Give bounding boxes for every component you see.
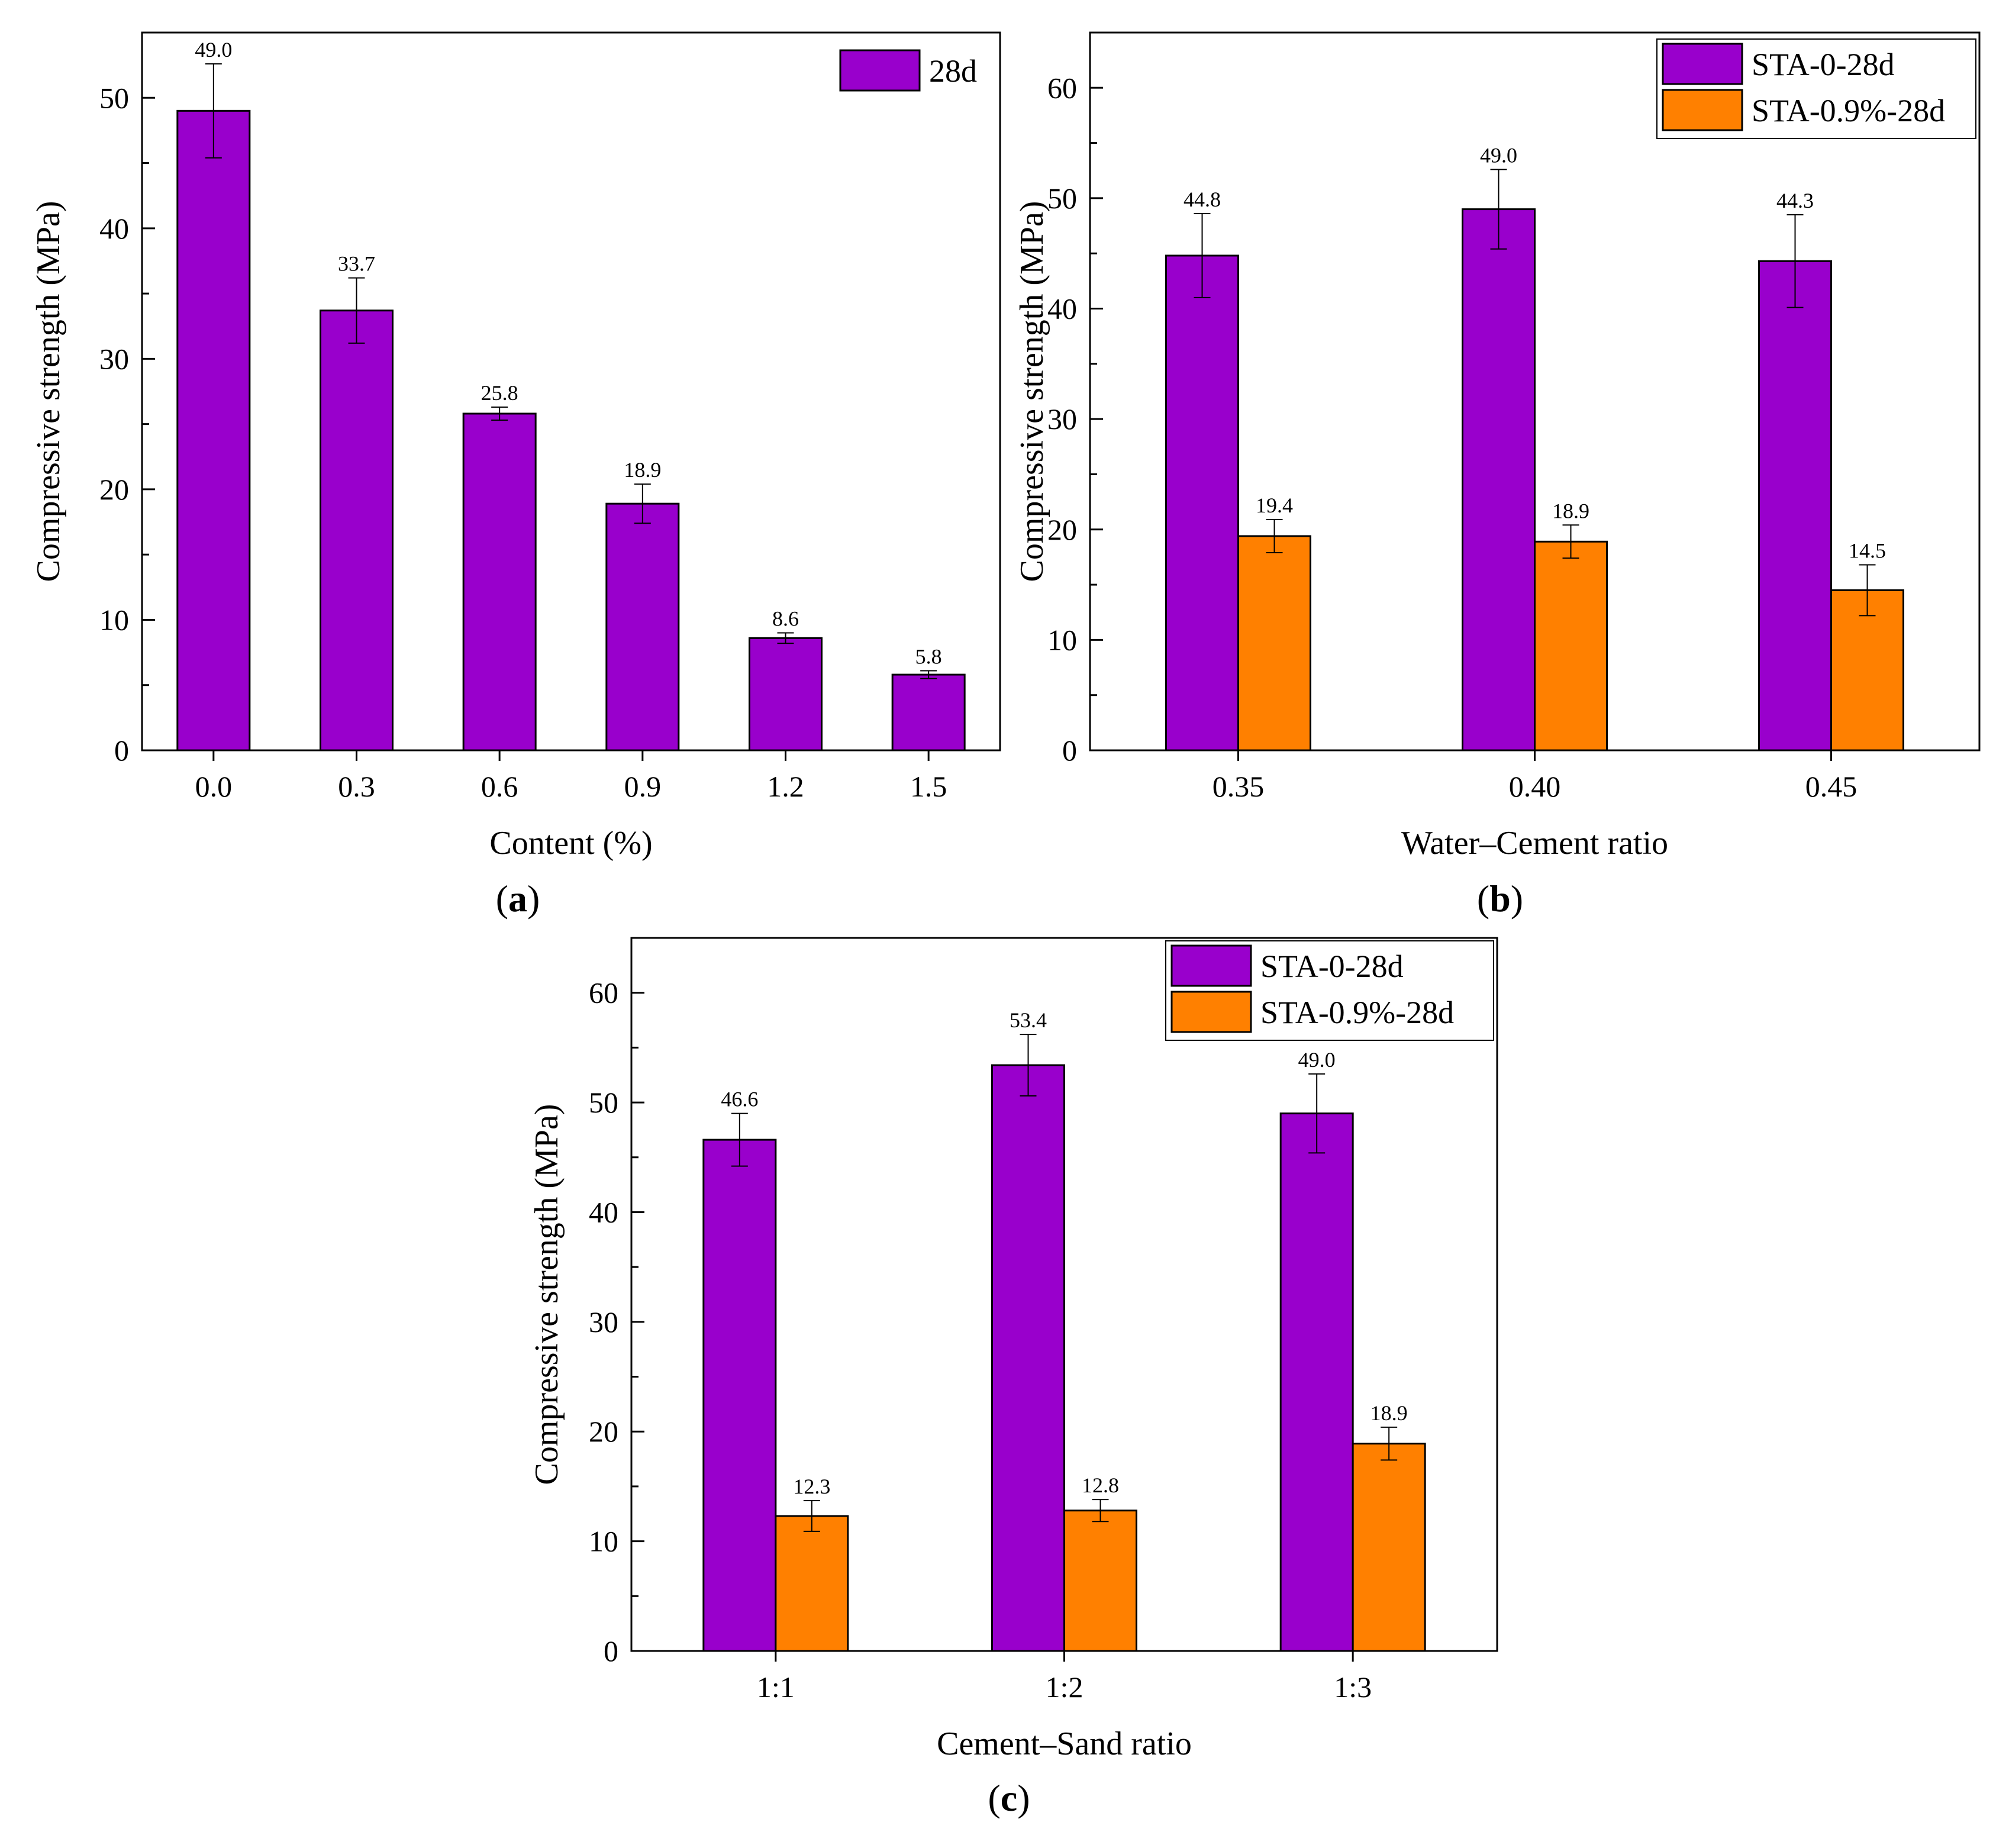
legend-swatch	[1170, 944, 1252, 987]
data-label: 33.7	[338, 252, 375, 276]
data-label: 49.0	[195, 38, 232, 62]
y-tick-label: 10	[589, 1525, 618, 1558]
legend-label: STA-0-28d	[1752, 47, 1895, 82]
data-label: 44.8	[1184, 188, 1221, 211]
bar-STA-0.9%-28d	[1830, 589, 1904, 752]
data-label: 18.9	[624, 458, 661, 482]
y-axis-title: Compressive strength (MPa)	[30, 201, 67, 582]
y-tick-label: 50	[589, 1086, 618, 1119]
legend-swatch	[1170, 991, 1252, 1033]
x-tick-label: 0.6	[481, 770, 518, 803]
x-tick-label: 1.2	[767, 770, 804, 803]
panel-label: (b)	[1477, 878, 1523, 920]
chart-panel-b: 0 10 20 30 40 50 60 0.35 0.40 0.45 44.8 49.0 44.3 19.…	[1014, 31, 1981, 920]
bar-STA-0-28d	[702, 1139, 777, 1652]
y-axis-title: Compressive strength (MPa)	[528, 1104, 565, 1485]
data-label: 46.6	[721, 1088, 758, 1111]
panel-label: (c)	[988, 1777, 1030, 1819]
data-label: 19.4	[1256, 494, 1293, 517]
legend-label: STA-0.9%-28d	[1752, 93, 1945, 128]
y-tick-label: 20	[589, 1415, 618, 1448]
legend-label: STA-0-28d	[1260, 949, 1404, 984]
bar-STA-0.9%-28d	[1063, 1510, 1137, 1652]
bar-STA-0-28d	[1462, 208, 1536, 752]
x-tick-label: 0.0	[195, 770, 233, 803]
legend-swatch	[1662, 43, 1743, 85]
x-tick-label: 0.9	[624, 770, 662, 803]
y-tick-label: 0	[114, 734, 129, 767]
y-tick-label: 30	[1047, 402, 1077, 436]
y-tick-label: 0	[1062, 734, 1077, 767]
y-tick-label: 0	[604, 1634, 618, 1668]
x-tick-label: 1.5	[910, 770, 947, 803]
bar-STA-0.9%-28d	[1237, 535, 1311, 752]
legend-swatch	[1662, 89, 1743, 131]
bar-STA-0-28d	[991, 1064, 1065, 1652]
bar-28d	[176, 109, 251, 752]
chart-panel-a: 0 10 20 30 40 50 0.0 0.3 0.6 0.9 1.2 1.5 49.0 33.7 25.…	[30, 31, 1001, 920]
bar-STA-0.9%-28d	[1352, 1443, 1426, 1652]
bar-28d	[605, 502, 680, 752]
y-tick-label: 60	[589, 976, 618, 1010]
y-axis-title: Compressive strength (MPa)	[1014, 201, 1050, 582]
y-tick-label: 50	[99, 81, 129, 114]
legend-label: 28d	[929, 53, 977, 89]
y-tick-label: 10	[1047, 623, 1077, 656]
bar-STA-0-28d	[1758, 260, 1832, 752]
y-tick-label: 20	[1047, 513, 1077, 546]
data-label: 8.6	[772, 607, 799, 631]
bar-STA-0.9%-28d	[1534, 540, 1608, 752]
y-tick-label: 30	[589, 1305, 618, 1339]
data-label: 5.8	[915, 644, 942, 668]
y-tick-label: 20	[99, 473, 129, 506]
data-label: 53.4	[1010, 1008, 1047, 1032]
y-tick-label: 60	[1047, 71, 1077, 104]
x-tick-label: 1:1	[757, 1670, 795, 1704]
data-label: 49.0	[1298, 1048, 1336, 1072]
data-label: 12.8	[1082, 1473, 1119, 1497]
legend-box	[1656, 38, 1976, 139]
x-tick-label: 1:3	[1334, 1670, 1372, 1704]
x-axis-title: Water–Cement ratio	[1401, 825, 1668, 862]
x-tick-label: 1:2	[1046, 1670, 1083, 1704]
data-label: 49.0	[1480, 143, 1517, 167]
plot-frame	[141, 31, 1001, 752]
y-tick-label: 30	[99, 342, 129, 375]
panel-label: (a)	[496, 878, 540, 920]
x-tick-label: 0.40	[1509, 770, 1561, 803]
legend-label: STA-0.9%-28d	[1260, 995, 1454, 1030]
bar-STA-0-28d	[1165, 254, 1239, 752]
data-label: 12.3	[793, 1475, 830, 1498]
x-axis-title: Content (%)	[489, 825, 652, 862]
data-label: 25.8	[481, 381, 518, 405]
legend-box	[1165, 940, 1494, 1041]
y-tick-label: 40	[1047, 292, 1077, 325]
x-tick-label: 0.35	[1213, 770, 1265, 803]
y-tick-label: 10	[99, 603, 129, 636]
data-label: 18.9	[1552, 499, 1589, 523]
chart-panel-c: 0 10 20 30 40 50 60 1:1 1:2 1:3 46.6 53.4 49.0 12.3 12…	[528, 937, 1498, 1819]
bar-28d	[462, 412, 537, 752]
x-tick-label: 0.3	[338, 770, 375, 803]
y-tick-label: 50	[1047, 182, 1077, 215]
y-tick-label: 40	[589, 1195, 618, 1228]
bar-28d	[891, 673, 966, 752]
bar-28d	[749, 637, 823, 752]
bar-28d	[320, 309, 394, 752]
data-label: 18.9	[1370, 1401, 1408, 1425]
data-label: 44.3	[1776, 189, 1814, 212]
bar-STA-0-28d	[1279, 1112, 1354, 1652]
bar-STA-0.9%-28d	[775, 1515, 849, 1652]
x-tick-label: 0.45	[1805, 770, 1858, 803]
x-axis-title: Cement–Sand ratio	[937, 1726, 1192, 1762]
y-tick-label: 40	[99, 212, 129, 245]
legend-swatch	[839, 49, 921, 92]
data-label: 14.5	[1849, 538, 1886, 562]
